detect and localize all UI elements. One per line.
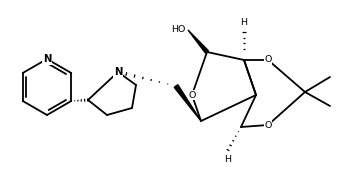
Text: HO: HO bbox=[171, 25, 186, 33]
Text: H: H bbox=[224, 155, 232, 164]
Polygon shape bbox=[174, 85, 201, 121]
Polygon shape bbox=[188, 30, 208, 53]
Text: O: O bbox=[264, 120, 272, 130]
Text: H: H bbox=[241, 18, 247, 27]
Text: O: O bbox=[264, 56, 272, 64]
Text: O: O bbox=[188, 90, 196, 100]
Text: N: N bbox=[114, 67, 122, 77]
Text: N: N bbox=[43, 54, 51, 64]
